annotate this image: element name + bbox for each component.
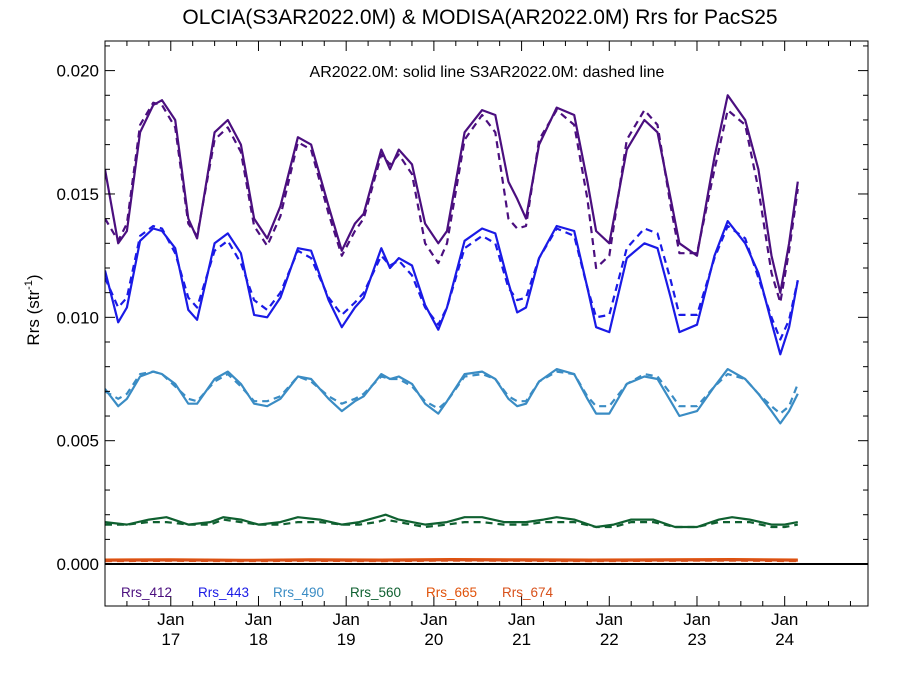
series-rrs-412-dashed bbox=[105, 101, 799, 304]
series-rrs-443-solid bbox=[105, 220, 799, 356]
x-tick-label-month: Jan bbox=[683, 610, 710, 629]
y-tick-label: 0.020 bbox=[56, 62, 99, 81]
x-tick-label-month: Jan bbox=[771, 610, 798, 629]
legend-item-rrs-665: Rrs_665 bbox=[426, 585, 477, 600]
series-lines bbox=[105, 94, 868, 566]
x-tick-label-month: Jan bbox=[332, 610, 359, 629]
y-tick-label: 0.005 bbox=[56, 432, 99, 451]
series-rrs-443-dashed bbox=[105, 224, 799, 341]
x-tick-label-month: Jan bbox=[420, 610, 447, 629]
x-tick-label-day: 21 bbox=[512, 630, 531, 649]
x-tick-label-month: Jan bbox=[508, 610, 535, 629]
plot-area bbox=[105, 94, 868, 566]
x-tick-label-day: 23 bbox=[688, 630, 707, 649]
x-tick-label-month: Jan bbox=[157, 610, 184, 629]
x-tick-label-day: 19 bbox=[337, 630, 356, 649]
chart-title: OLCIA(S3AR2022.0M) & MODISA(AR2022.0M) R… bbox=[182, 6, 777, 29]
legend-item-rrs-560: Rrs_560 bbox=[350, 585, 401, 600]
series-rrs-412-solid bbox=[105, 94, 799, 294]
legend-item-rrs-412: Rrs_412 bbox=[121, 585, 172, 600]
legend-item-rrs-490: Rrs_490 bbox=[273, 585, 324, 600]
axes: 0.0000.0050.0100.0150.020Jan17Jan18Jan19… bbox=[56, 41, 868, 649]
x-tick-label-day: 18 bbox=[249, 630, 268, 649]
x-tick-label-month: Jan bbox=[596, 610, 623, 629]
x-tick-label-month: Jan bbox=[245, 610, 272, 629]
y-tick-label: 0.000 bbox=[56, 555, 99, 574]
y-axis-label-close: ) bbox=[24, 274, 43, 280]
legend: Rrs_412 Rrs_443 Rrs_490 Rrs_560 Rrs_665 Rrs_6… bbox=[121, 585, 554, 600]
x-tick-label-day: 20 bbox=[424, 630, 443, 649]
series-rrs-560-solid bbox=[105, 513, 799, 529]
series-rrs-490-dashed bbox=[105, 370, 799, 415]
y-tick-label: 0.010 bbox=[56, 308, 99, 327]
series-rrs-674-dashed bbox=[105, 559, 798, 563]
plot-frame bbox=[104, 40, 869, 607]
line-style-annotation: AR2022.0M: solid line S3AR2022.0M: dashe… bbox=[310, 64, 665, 81]
y-axis-label: Rrs (str-1) bbox=[23, 274, 43, 345]
legend-item-rrs-443: Rrs_443 bbox=[198, 585, 249, 600]
x-tick-label-day: 22 bbox=[600, 630, 619, 649]
x-tick-label-day: 17 bbox=[161, 630, 180, 649]
y-axis-label-text: Rrs (str bbox=[24, 290, 43, 346]
svg-text:Rrs (str-1): Rrs (str-1) bbox=[23, 274, 43, 345]
x-tick-label-day: 24 bbox=[775, 630, 794, 649]
legend-item-rrs-674: Rrs_674 bbox=[502, 585, 554, 600]
y-axis-label-exponent: -1 bbox=[23, 280, 35, 290]
y-tick-label: 0.015 bbox=[56, 185, 99, 204]
series-rrs-490-solid bbox=[105, 368, 799, 425]
series-rrs-560-dashed bbox=[105, 518, 798, 529]
